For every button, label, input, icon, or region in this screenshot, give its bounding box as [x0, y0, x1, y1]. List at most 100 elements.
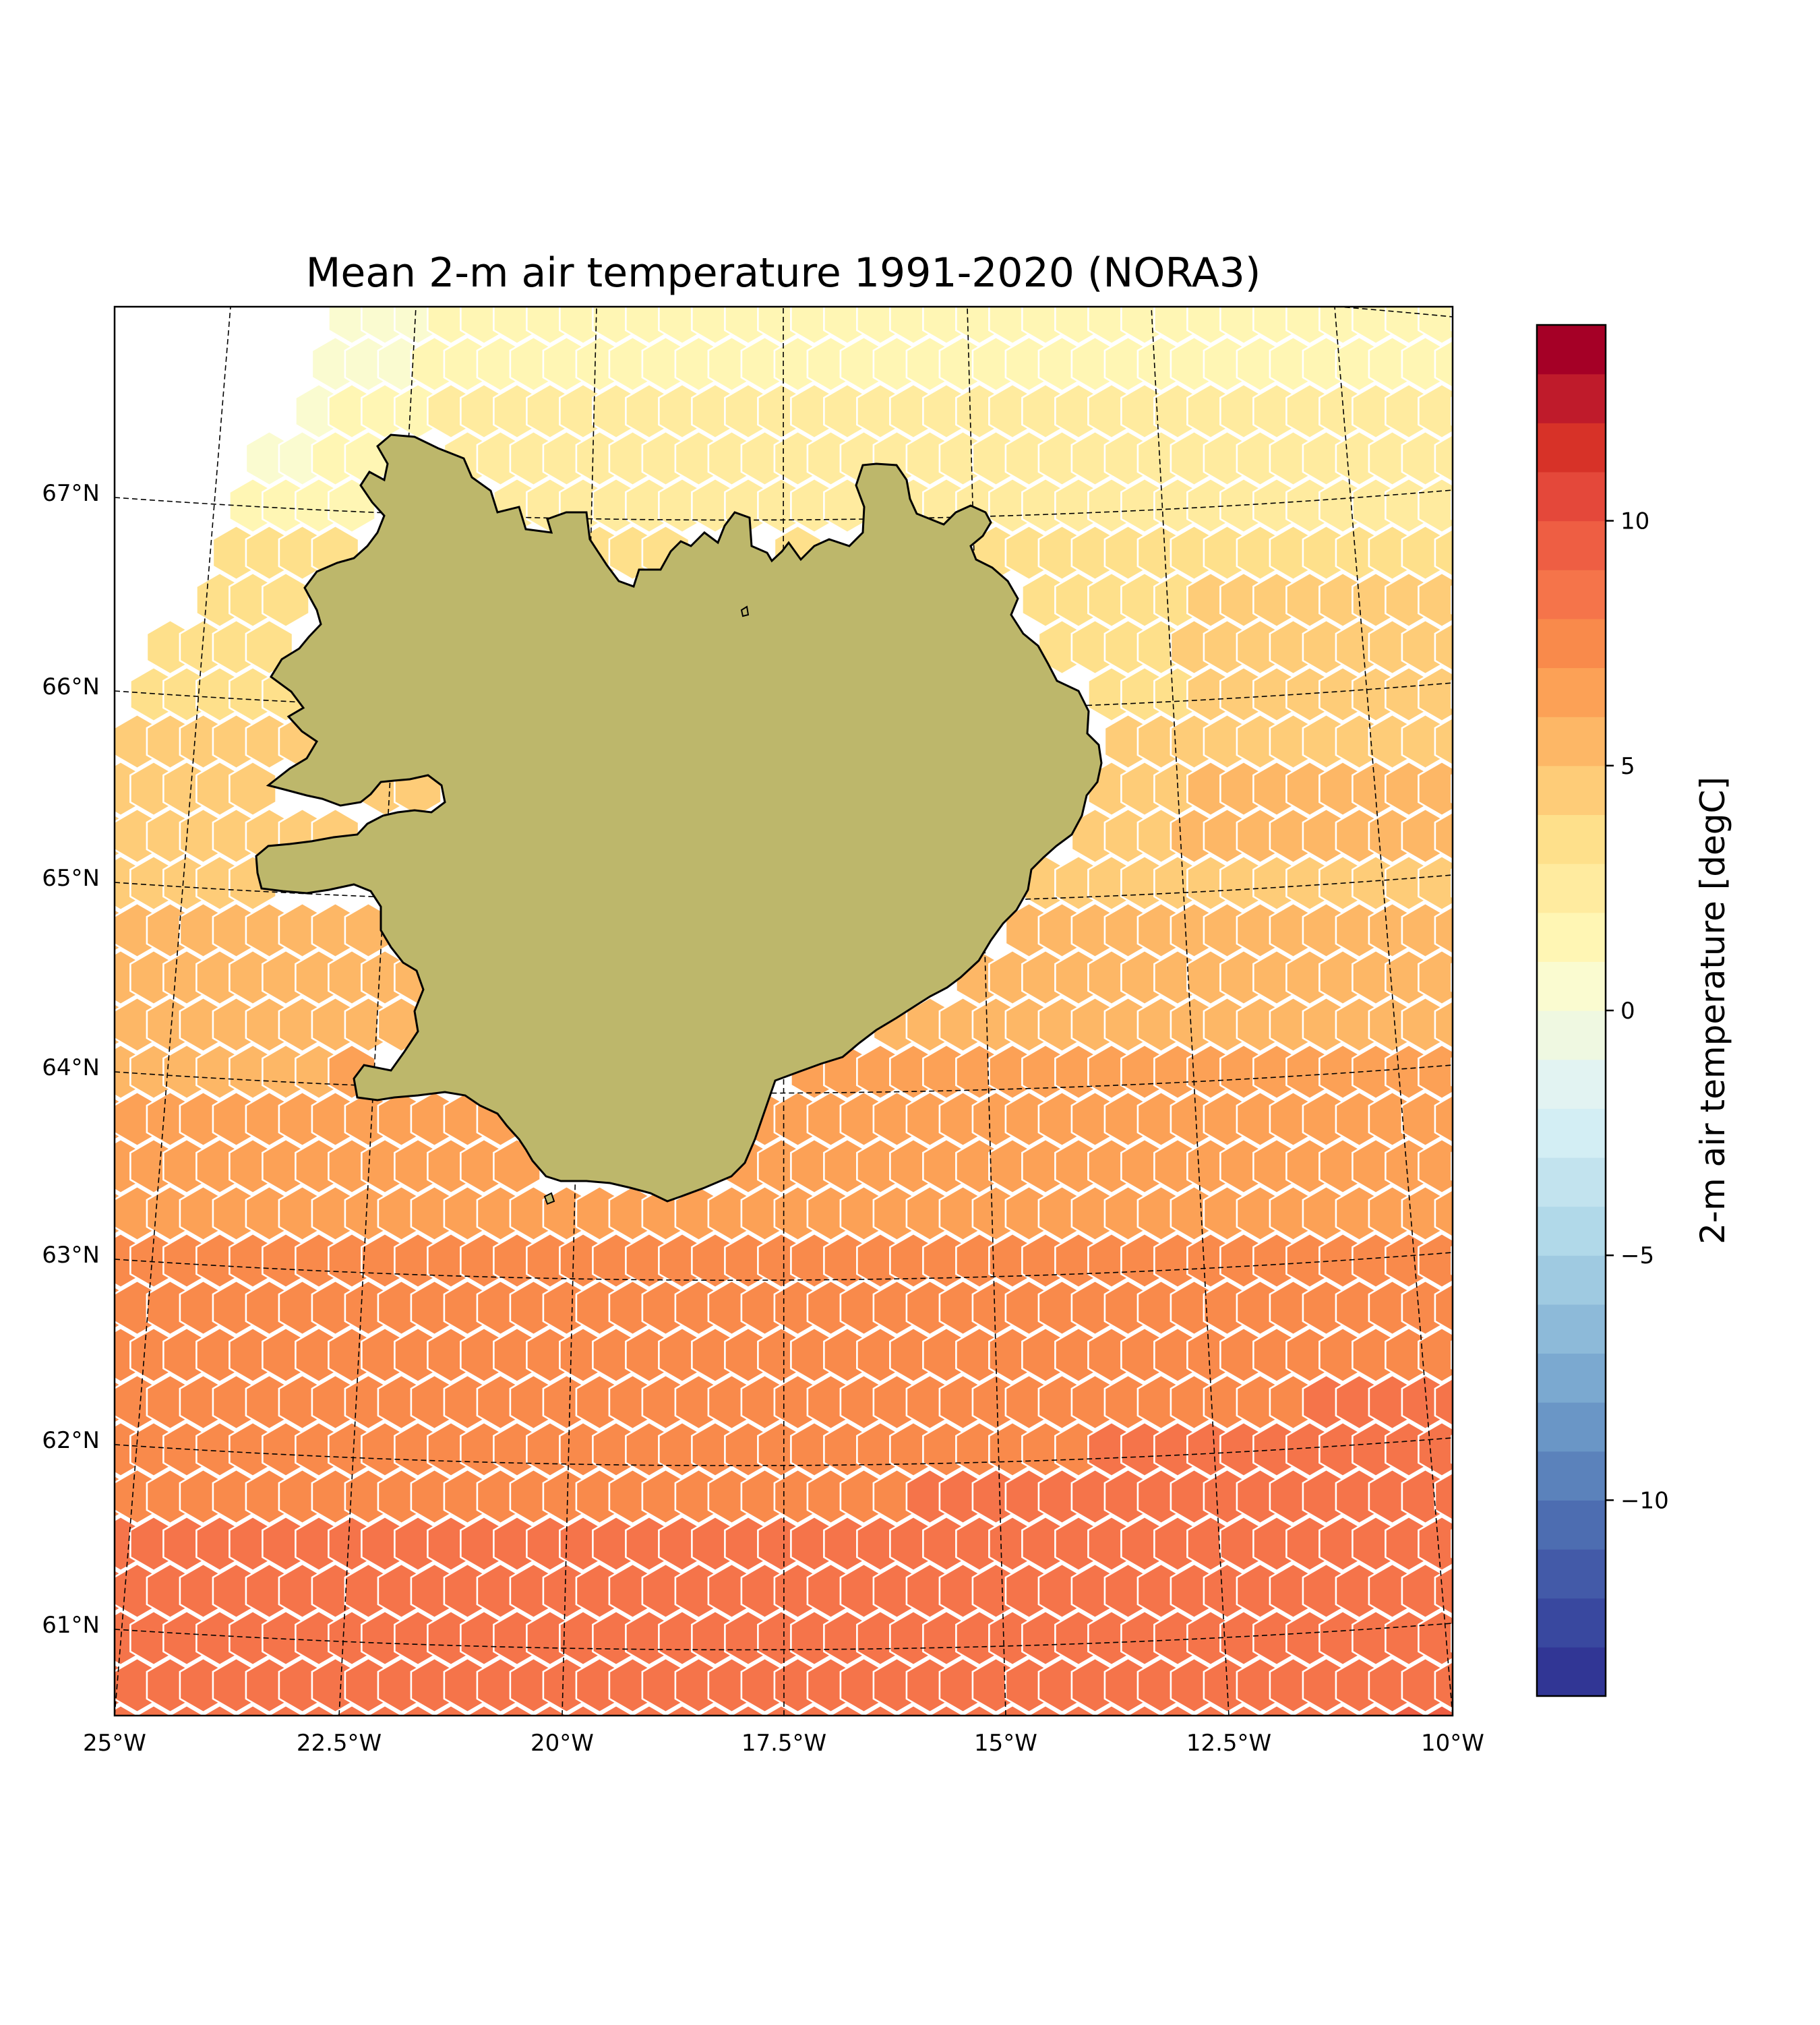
colorbar-band	[1537, 1598, 1606, 1648]
temperature-hex-cell	[1451, 1434, 1453, 1465]
lat-label: 66°N	[42, 673, 100, 700]
colorbar-band	[1537, 325, 1606, 375]
temperature-hex-cell	[332, 1704, 371, 1716]
temperature-hex-cell	[1434, 528, 1453, 578]
colorbar-band	[1537, 717, 1606, 766]
colorbar-band	[1537, 1059, 1606, 1109]
temperature-hex-cell	[1434, 1000, 1453, 1050]
temperature-hex-cell	[1451, 307, 1453, 332]
colorbar-band	[1537, 618, 1606, 669]
colorbar-band	[1537, 912, 1606, 962]
temperature-hex-cell	[1158, 1704, 1197, 1716]
lon-label: 15°W	[974, 1730, 1037, 1757]
colorbar-tick-label: −5	[1620, 1242, 1654, 1269]
colorbar-ticks: 10 5 0 −5 −10	[1606, 508, 1669, 1514]
temperature-hex-cell	[630, 1704, 669, 1716]
temperature-hex-cell	[1092, 1704, 1131, 1716]
temperature-hex-grid	[64, 307, 1453, 1716]
temperature-hex-cell	[1434, 905, 1453, 955]
temperature-hex-cell	[1451, 1528, 1453, 1559]
latitude-labels: 67°N 66°N 65°N 64°N 63°N 62°N 61°N	[42, 480, 100, 1639]
temperature-hex-cell	[167, 1704, 206, 1716]
temperature-hex-cell	[1434, 811, 1453, 861]
temperature-hex-cell	[1434, 1094, 1453, 1144]
colorbar-bands	[1537, 325, 1606, 1697]
temperature-hex-cell	[1434, 1283, 1453, 1333]
colorbar-band	[1537, 570, 1606, 619]
temperature-hex-cell	[1451, 584, 1453, 615]
temperature-hex-cell	[1323, 1704, 1362, 1716]
colorbar-band	[1537, 1255, 1606, 1305]
temperature-hex-cell	[564, 1704, 603, 1716]
temperature-hex-cell	[1356, 1704, 1395, 1716]
colorbar-tick-label: 0	[1620, 998, 1635, 1025]
temperature-hex-cell	[1434, 1188, 1453, 1238]
temperature-hex-cell	[795, 1704, 834, 1716]
temperature-hex-cell	[64, 762, 111, 816]
colorbar-band	[1537, 961, 1606, 1011]
colorbar-band	[1537, 1353, 1606, 1403]
colorbar-band	[1537, 1108, 1606, 1158]
temperature-hex-cell	[1451, 679, 1453, 710]
temperature-hex-cell	[64, 1517, 111, 1571]
colorbar-band	[1537, 814, 1606, 864]
temperature-hex-cell	[1451, 1339, 1453, 1370]
temperature-hex-cell	[1418, 383, 1453, 440]
temperature-hex-cell	[1418, 1610, 1453, 1666]
heimaey-island	[543, 1192, 555, 1205]
temperature-hex-cell	[1418, 1421, 1453, 1478]
temperature-hex-cell	[1451, 1151, 1453, 1182]
colorbar-band	[1537, 1157, 1606, 1207]
temperature-hex-cell	[1418, 949, 1453, 1006]
lat-label: 63°N	[42, 1242, 100, 1269]
temperature-hex-cell	[927, 1704, 966, 1716]
colorbar-band	[1537, 1304, 1606, 1354]
temperature-hex-cell	[1418, 1232, 1453, 1289]
temperature-hex-cell	[134, 1704, 173, 1716]
temperature-hex-cell	[398, 1704, 437, 1716]
temperature-hex-cell	[1434, 1472, 1453, 1521]
temperature-hex-cell	[960, 1704, 999, 1716]
colorbar-band	[1537, 1647, 1606, 1697]
temperature-hex-cell	[1125, 1704, 1164, 1716]
temperature-hex-cell	[1451, 490, 1453, 521]
colorbar-band	[1537, 1402, 1606, 1452]
temperature-hex-cell	[1434, 1566, 1453, 1616]
colorbar: 10 5 0 −5 −10 2-m air temperature [degC]	[1536, 324, 1732, 1697]
colorbar-tick-label: 10	[1620, 508, 1649, 535]
temperature-hex-cell	[1422, 1704, 1453, 1716]
temperature-hex-cell	[530, 1704, 570, 1716]
temperature-hex-cell	[1418, 1044, 1453, 1100]
colorbar-band	[1537, 1451, 1606, 1501]
temperature-hex-cell	[1451, 868, 1453, 899]
lon-label: 25°W	[83, 1730, 146, 1757]
grimsey-island	[740, 605, 750, 617]
map-panel	[64, 305, 1454, 1717]
lon-label: 22.5°W	[297, 1730, 382, 1757]
temperature-hex-cell	[696, 1704, 735, 1716]
temperature-hex-cell	[1434, 433, 1453, 483]
lat-label: 61°N	[42, 1612, 100, 1639]
temperature-hex-cell	[497, 1704, 537, 1716]
colorbar-band	[1537, 1500, 1606, 1550]
temperature-hex-cell	[1418, 760, 1453, 817]
temperature-hex-cell	[1451, 1623, 1453, 1654]
temperature-hex-cell	[1451, 1245, 1453, 1276]
temperature-hex-cell	[993, 1704, 1032, 1716]
temperature-hex-cell	[64, 1139, 111, 1193]
latitude-gridline	[115, 1252, 1453, 1281]
temperature-hex-cell	[1418, 477, 1453, 534]
longitude-gridline	[1334, 307, 1453, 1716]
temperature-hex-cell	[1434, 622, 1453, 672]
temperature-hex-cell	[1434, 717, 1453, 766]
temperature-hex-cell	[1434, 339, 1453, 389]
colorbar-tick-label: 5	[1620, 753, 1635, 780]
lat-label: 67°N	[42, 480, 100, 507]
temperature-hex-cell	[1026, 1704, 1065, 1716]
temperature-hex-cell	[1418, 1515, 1453, 1572]
colorbar-band	[1537, 667, 1606, 717]
temperature-hex-cell	[894, 1704, 933, 1716]
temperature-hex-cell	[1434, 1660, 1453, 1710]
